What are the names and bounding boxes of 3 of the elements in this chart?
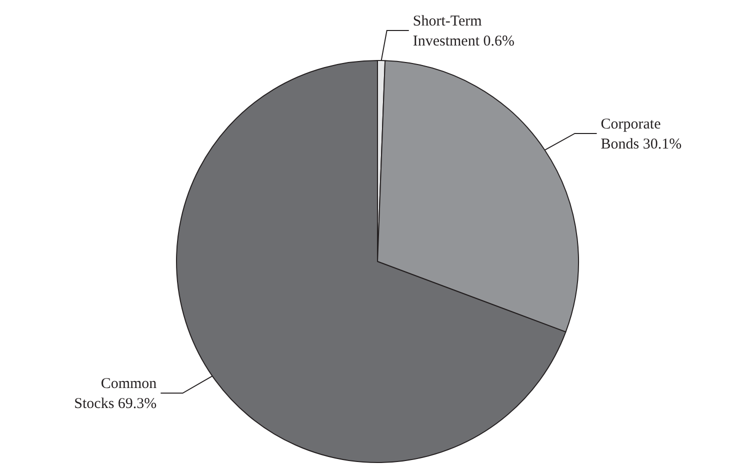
slice-label: Common Stocks 69.3% [74, 376, 158, 412]
slice-label: Short-Term Investment 0.6% [412, 13, 515, 50]
slice-label: Corporate Bonds 30.1% [600, 116, 682, 152]
